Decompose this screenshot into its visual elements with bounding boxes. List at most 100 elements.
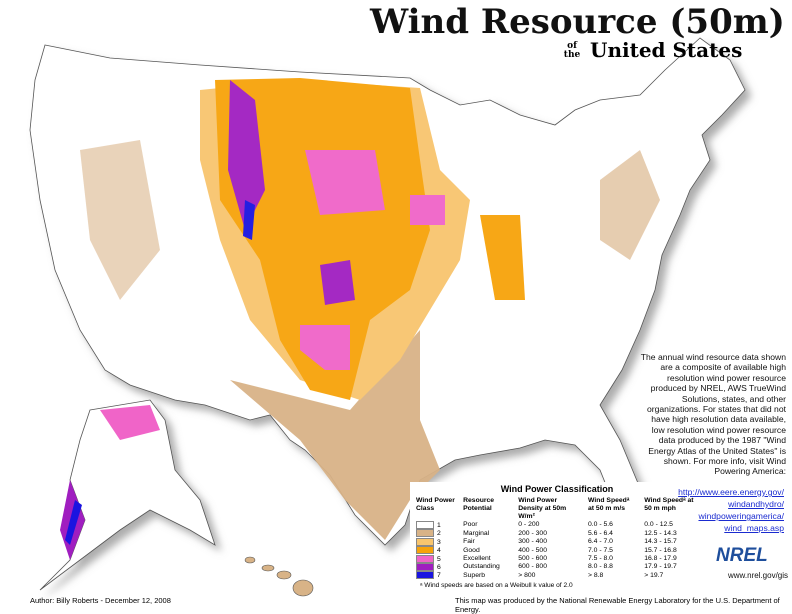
- legend-table: Wind Power Class Resource Potential Wind P…: [412, 497, 702, 580]
- link[interactable]: http://www.eere.energy.gov/: [678, 487, 784, 497]
- legend-header-cell: Wind Speedᵃ at 50 m mph: [644, 497, 694, 512]
- legend-ms: > 8.8: [588, 571, 604, 579]
- legend-class: 2: [437, 530, 441, 538]
- link[interactable]: windpoweringamerica/: [698, 511, 784, 521]
- wind-regions: [80, 78, 660, 540]
- legend-mph: 12.5 - 14.3: [644, 529, 677, 537]
- subtitle: United States: [590, 38, 743, 62]
- legend-mph: 14.3 - 15.7: [644, 538, 677, 546]
- legend-density: 0 - 200: [518, 521, 540, 529]
- class5-sd: [305, 150, 385, 215]
- class4-il: [480, 215, 525, 300]
- legend-class-cell: 4: [412, 546, 459, 555]
- legend-header-cell: Resource Potential: [463, 497, 495, 512]
- class5-ia: [410, 195, 445, 225]
- class2-east: [600, 150, 660, 260]
- legend-row: 1 Poor 0 - 200 0.0 - 5.6 0.0 - 12.5: [412, 521, 702, 529]
- legend-density: 400 - 500: [518, 546, 547, 554]
- legend-potential: Superb: [463, 571, 486, 579]
- legend-swatch: [416, 562, 434, 571]
- legend-row: 4 Good 400 - 500 7.0 - 7.5 15.7 - 16.8: [412, 546, 702, 555]
- class5-ok: [300, 325, 350, 370]
- legend-class: 3: [437, 538, 441, 546]
- description: The annual wind resource data shown are …: [640, 352, 786, 477]
- legend-ms: 5.6 - 6.4: [588, 529, 613, 537]
- hawaii-island: [276, 570, 292, 580]
- legend-potential: Excellent: [463, 554, 491, 562]
- legend-ms: 7.0 - 7.5: [588, 546, 613, 554]
- link[interactable]: windandhydro/: [728, 499, 784, 509]
- legend-potential: Marginal: [463, 529, 490, 537]
- legend-footnote: ᵃ Wind speeds are based on a Weibull k v…: [420, 581, 573, 589]
- links: http://www.eere.energy.gov/windandhydro/…: [678, 486, 784, 534]
- author: Author: Billy Roberts - December 12, 200…: [30, 596, 171, 605]
- logo-url: www.nrel.gov/gis: [728, 571, 789, 580]
- legend-rows: 1 Poor 0 - 200 0.0 - 5.6 0.0 - 12.5 2 Marginal…: [412, 521, 702, 580]
- legend-mph: 15.7 - 16.8: [644, 546, 677, 554]
- legend-swatch: [416, 521, 434, 529]
- legend-class-cell: 7: [412, 571, 459, 580]
- legend-mph: > 19.7: [644, 571, 664, 579]
- legend-ms: 7.5 - 8.0: [588, 554, 613, 562]
- class6-mt: [228, 80, 265, 230]
- legend-swatch: [416, 529, 434, 538]
- legend-class-cell: 6: [412, 562, 459, 571]
- class2-west: [80, 140, 160, 300]
- legend-header-cell: Wind Power Density at 50m W/m²: [518, 497, 567, 520]
- legend-class-cell: 3: [412, 537, 459, 546]
- legend-class: 4: [437, 546, 441, 554]
- class2-region: [230, 330, 440, 540]
- legend-class-cell: 1: [412, 521, 459, 529]
- legend-row: 6 Outstanding 600 - 800 8.0 - 8.8 17.9 - 19.…: [412, 562, 702, 571]
- legend-swatch: [416, 571, 434, 580]
- hawaii: [244, 556, 314, 597]
- legend-density: 200 - 300: [518, 529, 547, 537]
- legend-class: 6: [437, 563, 441, 571]
- legend-ms: 0.0 - 5.6: [588, 521, 613, 529]
- legend: Wind Power Classification Wind Power Cla…: [412, 484, 702, 589]
- legend-potential: Good: [463, 546, 480, 554]
- legend-density: 600 - 800: [518, 563, 547, 571]
- legend-title: Wind Power Classification: [500, 484, 614, 494]
- legend-row: 3 Fair 300 - 400 6.4 - 7.0 14.3 - 15.7: [412, 537, 702, 546]
- legend-class: 7: [437, 572, 441, 580]
- legend-mph: 16.8 - 17.9: [644, 554, 677, 562]
- legend-potential: Fair: [463, 538, 475, 546]
- class7-wy: [243, 200, 255, 240]
- legend-row: 5 Excellent 500 - 600 7.5 - 8.0 16.8 - 17.9: [412, 554, 702, 563]
- legend-class: 1: [437, 521, 441, 529]
- legend-background: [410, 482, 706, 592]
- link[interactable]: wind_maps.asp: [724, 523, 784, 533]
- logo: NREL: [716, 545, 768, 566]
- hawaii-island: [292, 579, 314, 597]
- legend-density: 300 - 400: [518, 538, 547, 546]
- legend-header-cell: Wind Power Class: [416, 497, 455, 512]
- legend-class: 5: [437, 555, 441, 563]
- legend-swatch: [416, 554, 434, 563]
- legend-class-cell: 5: [412, 554, 459, 563]
- title: Wind Resource (50m): [370, 2, 785, 42]
- legend-row: 2 Marginal 200 - 300 5.6 - 6.4 12.5 - 14.3: [412, 529, 702, 538]
- alaska-superb: [65, 500, 82, 545]
- legend-swatch: [416, 537, 434, 546]
- legend-ms: 6.4 - 7.0: [588, 538, 613, 546]
- legend-header-cell: Wind Speedᵃ at 50 m m/s: [588, 497, 630, 512]
- hawaii-island: [261, 564, 275, 572]
- legend-density: 500 - 600: [518, 554, 547, 562]
- alaska: [39, 399, 216, 591]
- legend-mph: 17.9 - 19.7: [644, 563, 677, 571]
- legend-row: 7 Superb > 800 > 8.8 > 19.7: [412, 571, 702, 580]
- legend-potential: Poor: [463, 521, 478, 529]
- legend-class-cell: 2: [412, 529, 459, 538]
- class6-ks: [320, 260, 355, 305]
- alaska-wind: [100, 405, 160, 440]
- credit: This map was produced by the National Re…: [455, 596, 780, 614]
- subtitle-prefix: of the: [563, 41, 581, 60]
- legend-density: > 800: [518, 571, 536, 579]
- legend-swatch: [416, 546, 434, 555]
- legend-potential: Outstanding: [463, 563, 500, 571]
- legend-ms: 8.0 - 8.8: [588, 563, 613, 571]
- hawaii-island: [244, 556, 256, 564]
